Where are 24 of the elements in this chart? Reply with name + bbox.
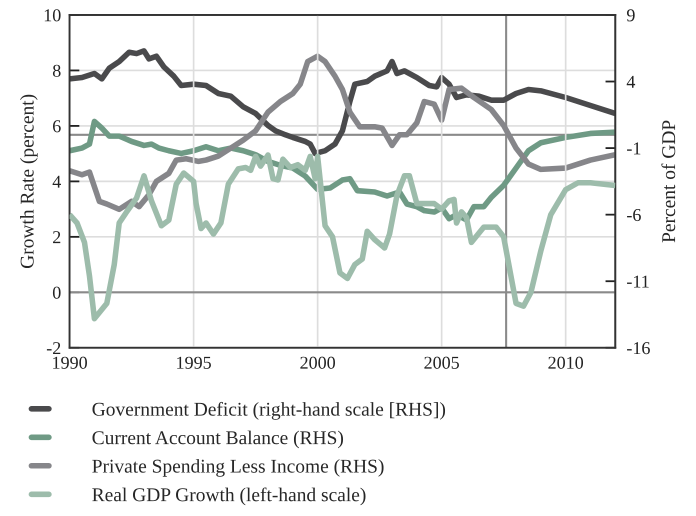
y-tick-label: 8 [52,64,61,77]
y2-tick-label: -11 [627,276,649,288]
legend-label: Government Deficit (right-hand scale [RHS]) [92,402,446,420]
y2-tick-label: -1 [627,142,640,154]
y-tick-label: 4 [52,176,61,188]
y-tick-label: 2 [53,231,60,244]
legend-label: Private Spending Less Income (RHS) [92,459,384,477]
x-tick-label: 2010 [548,356,584,369]
x-tick-label: 1995 [177,356,211,369]
y-tick-label: 0 [52,286,61,299]
y-tick-label: 6 [53,120,61,132]
y-tick-label: 10 [44,9,61,22]
y2-tick-label: 9 [626,9,635,22]
y-axis-title: Growth Rate (percent) [20,94,38,268]
y2-tick-label: -16 [627,342,650,354]
x-tick-label: 1990 [53,356,87,369]
y2-tick-label: 4 [626,76,636,88]
y-tick-label: -2 [46,342,60,354]
x-tick-label: 2000 [300,356,335,369]
legend-label: Real GDP Growth (left-hand scale) [92,487,366,506]
y2-axis-title: Percent of GDP [661,120,676,242]
y2-tick-label: -6 [627,208,641,222]
legend-label: Current Account Balance (RHS) [92,430,344,448]
x-tick-label: 2005 [424,356,459,369]
